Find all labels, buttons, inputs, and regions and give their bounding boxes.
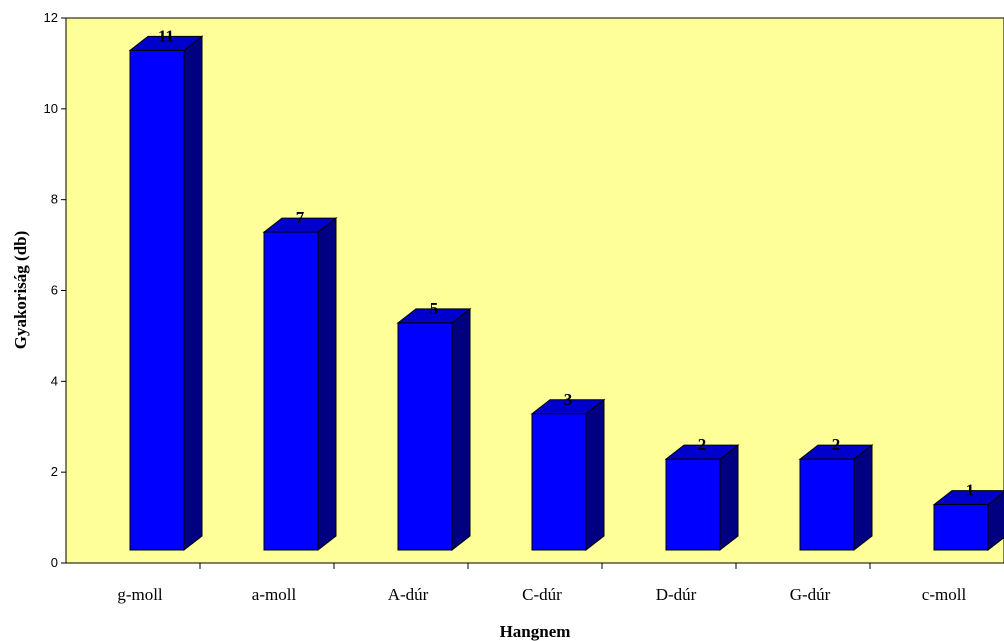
y-axis-title: Gyakoriság (db): [11, 231, 30, 350]
x-axis-title: Hangnem: [500, 622, 571, 641]
y-tick-label: 2: [51, 464, 58, 479]
y-tick-label: 4: [51, 373, 58, 388]
bar: [664, 444, 740, 552]
x-tick-label: G-dúr: [790, 585, 831, 604]
bar-front: [799, 458, 855, 551]
x-axis: g-moll a-moll A-dúr C-dúr D-dúr G-dúr c-moll: [117, 563, 966, 604]
bar-side: [585, 398, 605, 552]
bar-side: [853, 444, 873, 552]
bar-front: [263, 231, 319, 551]
bar-front: [665, 458, 721, 551]
y-tick-label: 8: [51, 192, 58, 207]
data-labels-group: 11 7 5 3 2 2 1: [158, 26, 974, 499]
data-label: 2: [832, 435, 841, 454]
y-tick-label: 12: [44, 10, 58, 25]
x-tick-label: c-moll: [922, 585, 967, 604]
bar-side: [183, 35, 203, 552]
data-label: 7: [296, 208, 305, 227]
data-label: 2: [698, 435, 707, 454]
bar-side: [317, 217, 337, 552]
bar-side: [719, 444, 739, 552]
bar: [932, 490, 1004, 552]
x-tick-label: a-moll: [252, 585, 297, 604]
bar: [396, 307, 472, 552]
bar: [128, 35, 204, 552]
bar-front: [129, 49, 185, 551]
bar-front: [397, 322, 453, 551]
bar: [798, 444, 874, 552]
bar: [262, 217, 338, 552]
data-label: 3: [564, 390, 573, 409]
bar-front: [933, 504, 989, 551]
bar-front: [531, 413, 587, 551]
data-label: 5: [430, 299, 439, 318]
data-label: 11: [158, 26, 174, 45]
y-tick-label: 10: [44, 101, 58, 116]
x-tick-label: C-dúr: [522, 585, 562, 604]
data-label: 1: [966, 481, 975, 500]
x-tick-label: A-dúr: [388, 585, 429, 604]
y-axis: 0 2 4 6 8 10 12: [44, 10, 66, 570]
x-tick-label: g-moll: [117, 585, 163, 604]
bar: [530, 398, 606, 552]
x-tick-label: D-dúr: [656, 585, 697, 604]
bar-side: [451, 307, 471, 552]
y-tick-label: 0: [51, 555, 58, 570]
bars-group: [128, 35, 1004, 552]
y-tick-label: 6: [51, 283, 58, 298]
